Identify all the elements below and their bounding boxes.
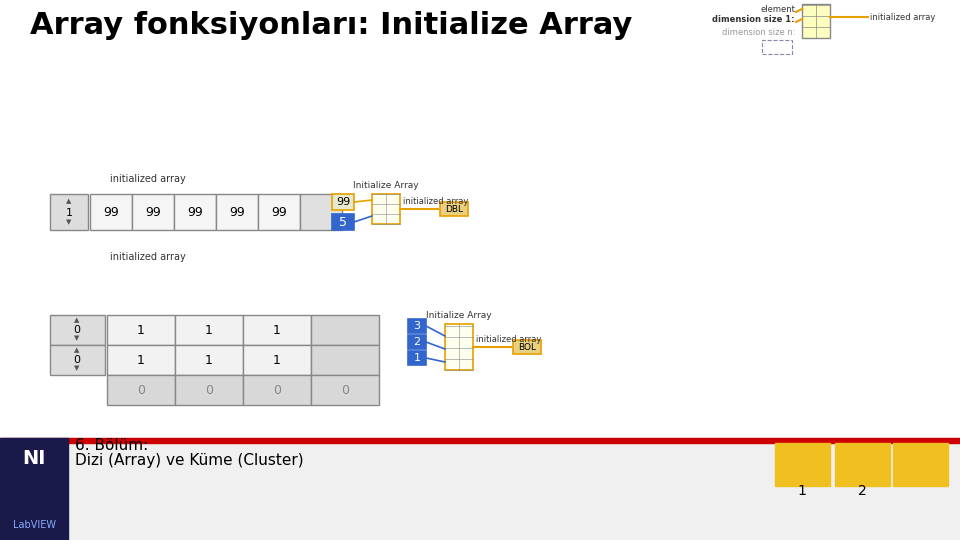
Text: Initialize Array: Initialize Array — [426, 311, 492, 320]
Text: 0: 0 — [74, 355, 81, 365]
Text: 99: 99 — [145, 206, 161, 219]
Text: 1: 1 — [65, 208, 73, 218]
Text: ▲: ▲ — [74, 317, 80, 323]
Text: initialized array: initialized array — [870, 12, 935, 22]
FancyBboxPatch shape — [243, 345, 311, 375]
Bar — [0, 438, 68, 540]
Text: DBL: DBL — [445, 205, 463, 213]
Text: 3: 3 — [414, 321, 420, 331]
Text: 1: 1 — [205, 354, 213, 367]
FancyBboxPatch shape — [372, 194, 400, 224]
FancyBboxPatch shape — [300, 194, 342, 230]
FancyBboxPatch shape — [243, 315, 311, 345]
FancyBboxPatch shape — [311, 315, 379, 345]
Text: 0: 0 — [273, 383, 281, 396]
FancyBboxPatch shape — [216, 194, 258, 230]
Text: 2: 2 — [414, 337, 420, 347]
Text: 99: 99 — [187, 206, 203, 219]
Bar — [775, 443, 830, 486]
Text: 1: 1 — [137, 354, 145, 367]
Text: 6. Bölüm:: 6. Bölüm: — [75, 438, 148, 453]
Text: dimension size 1:: dimension size 1: — [712, 15, 795, 24]
Text: 0: 0 — [205, 383, 213, 396]
Text: initialized array: initialized array — [110, 174, 185, 184]
Text: LabVIEW: LabVIEW — [12, 520, 56, 530]
FancyBboxPatch shape — [50, 194, 88, 230]
FancyBboxPatch shape — [258, 194, 300, 230]
FancyBboxPatch shape — [802, 4, 830, 38]
Text: 2: 2 — [857, 484, 866, 498]
FancyBboxPatch shape — [175, 345, 243, 375]
Text: 0: 0 — [341, 383, 349, 396]
Text: 1: 1 — [414, 353, 420, 363]
FancyBboxPatch shape — [311, 375, 379, 405]
FancyBboxPatch shape — [90, 194, 132, 230]
Text: Array fonksiyonları: Initialize Array: Array fonksiyonları: Initialize Array — [30, 11, 633, 40]
Bar — [0, 438, 960, 540]
Bar — [835, 443, 890, 486]
Text: initialized array: initialized array — [110, 252, 185, 262]
FancyBboxPatch shape — [50, 345, 105, 375]
FancyBboxPatch shape — [311, 345, 379, 375]
Text: 99: 99 — [336, 197, 350, 207]
Text: initialized array: initialized array — [476, 335, 541, 344]
Text: ▼: ▼ — [66, 219, 72, 225]
FancyBboxPatch shape — [440, 202, 468, 216]
Text: ▼: ▼ — [74, 335, 80, 341]
FancyBboxPatch shape — [107, 375, 175, 405]
FancyBboxPatch shape — [408, 351, 426, 365]
Text: 1: 1 — [205, 323, 213, 336]
FancyBboxPatch shape — [174, 194, 216, 230]
FancyBboxPatch shape — [445, 324, 473, 370]
Text: 5: 5 — [339, 215, 347, 228]
FancyBboxPatch shape — [408, 335, 426, 349]
Text: 1: 1 — [137, 323, 145, 336]
FancyBboxPatch shape — [107, 315, 175, 345]
Text: 1: 1 — [798, 484, 806, 498]
Text: NI: NI — [22, 449, 46, 468]
Text: ▲: ▲ — [66, 198, 72, 204]
Text: dimension size n:: dimension size n: — [722, 28, 795, 37]
Text: initialized array: initialized array — [403, 197, 468, 206]
Text: 1: 1 — [273, 323, 281, 336]
Text: Initialize Array: Initialize Array — [353, 181, 419, 190]
Text: 1: 1 — [273, 354, 281, 367]
FancyBboxPatch shape — [408, 319, 426, 333]
FancyBboxPatch shape — [50, 315, 105, 345]
Text: Dizi (Array) ve Küme (Cluster): Dizi (Array) ve Küme (Cluster) — [75, 453, 303, 468]
Bar — [893, 443, 948, 486]
FancyBboxPatch shape — [175, 375, 243, 405]
Text: 99: 99 — [103, 206, 119, 219]
Bar — [0, 438, 960, 443]
FancyBboxPatch shape — [175, 315, 243, 345]
FancyBboxPatch shape — [132, 194, 174, 230]
Text: 99: 99 — [271, 206, 287, 219]
Text: 99: 99 — [229, 206, 245, 219]
FancyBboxPatch shape — [107, 345, 175, 375]
Text: 0: 0 — [137, 383, 145, 396]
Text: ▲: ▲ — [74, 347, 80, 353]
Text: BOL: BOL — [518, 342, 536, 352]
FancyBboxPatch shape — [513, 340, 541, 354]
Text: 0: 0 — [74, 325, 81, 335]
FancyBboxPatch shape — [332, 214, 354, 230]
FancyBboxPatch shape — [332, 194, 354, 210]
FancyBboxPatch shape — [243, 375, 311, 405]
Text: ▼: ▼ — [74, 365, 80, 371]
Text: element: element — [760, 5, 795, 14]
